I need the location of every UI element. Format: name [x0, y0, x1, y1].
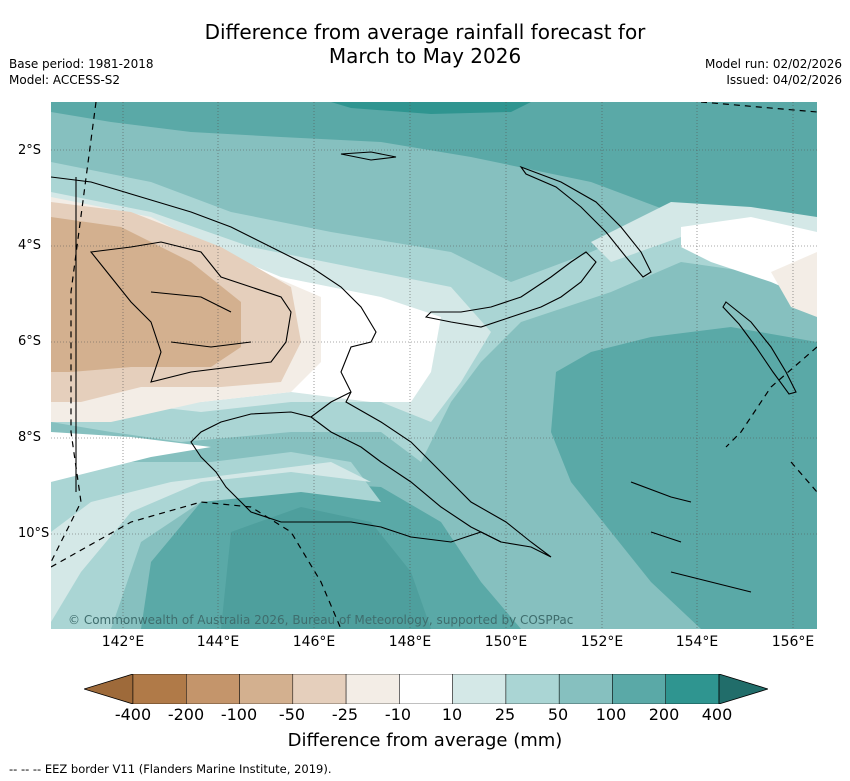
new-guinea-coast	[51, 176, 552, 558]
meta-right: Model run: 02/02/2026 Issued: 04/02/2026	[705, 56, 842, 88]
bougainville	[722, 301, 797, 395]
colorbar	[84, 674, 768, 704]
x-tick-154e: 154°E	[675, 634, 719, 650]
colorbar-segment	[505, 674, 560, 704]
colorbar-extend-low	[84, 674, 134, 704]
cb-label-200: 200	[648, 705, 680, 724]
cb-label-10: 10	[441, 705, 463, 724]
colorbar-extend-high	[718, 674, 768, 704]
band-100-200-north	[51, 102, 817, 272]
colorbar-title: Difference from average (mm)	[287, 730, 563, 751]
x-tick-144e: 144°E	[196, 634, 240, 650]
solomon-islands	[630, 481, 752, 593]
band-200-400-north	[331, 102, 531, 114]
meta-left: Base period: 1981-2018 Model: ACCESS-S2	[9, 56, 154, 88]
province-lines	[89, 241, 292, 383]
band-minus50-100	[51, 217, 241, 372]
coastlines	[51, 151, 797, 593]
title-line-2: March to May 2026	[328, 44, 522, 68]
band-100-200-east	[551, 327, 817, 629]
colorbar-segment	[665, 674, 720, 704]
manus	[340, 151, 397, 161]
papuan-peninsula	[310, 416, 502, 543]
colorbar-segment	[452, 674, 507, 704]
cb-label-neg25: -25	[331, 705, 359, 724]
y-tick-2s: 2°S	[18, 143, 42, 158]
cb-label-25: 25	[494, 705, 516, 724]
cb-label-neg10: -10	[384, 705, 412, 724]
eez-footnote: -- -- -- EEZ border V11 (Flanders Marine…	[9, 762, 332, 776]
gridlines	[51, 102, 817, 629]
y-tick-10s: 10°S	[18, 526, 50, 541]
x-tick-146e: 146°E	[292, 634, 336, 650]
rainfall-map	[51, 102, 817, 629]
y-tick-6s: 6°S	[18, 334, 42, 349]
new-britain	[424, 251, 597, 328]
band-10-25-sw	[51, 462, 371, 622]
band-neutral-sw	[51, 432, 211, 482]
chart-title: Difference from average rainfall forecas…	[0, 20, 850, 68]
x-tick-152e: 152°E	[580, 634, 624, 650]
band-minus10-25-east	[771, 252, 817, 317]
model-run: Model run: 02/02/2026	[704, 57, 842, 71]
colorbar-segment	[558, 674, 613, 704]
cb-label-neg100: -100	[220, 705, 258, 724]
x-tick-148e: 148°E	[388, 634, 432, 650]
x-tick-150e: 150°E	[484, 634, 528, 650]
model-name: Model: ACCESS-S2	[9, 73, 121, 87]
y-tick-8s: 8°S	[18, 430, 42, 445]
colorbar-segment	[399, 674, 453, 704]
cb-label-neg400: -400	[114, 705, 152, 724]
colorbar-segment	[239, 674, 294, 704]
cb-label-50: 50	[547, 705, 569, 724]
colorbar-segment	[186, 674, 240, 704]
new-ireland	[519, 165, 652, 278]
y-tick-4s: 4°S	[18, 238, 42, 253]
cb-label-neg50: -50	[278, 705, 306, 724]
colorbar-segment	[132, 674, 187, 704]
x-tick-142e: 142°E	[101, 634, 145, 650]
eez-borders	[51, 102, 817, 629]
x-tick-156e: 156°E	[771, 634, 815, 650]
title-line-1: Difference from average rainfall forecas…	[204, 20, 646, 44]
cb-label-400: 400	[701, 705, 733, 724]
colorbar-segment	[345, 674, 400, 704]
colorbar-segment	[612, 674, 666, 704]
issued-date: Issued: 04/02/2026	[726, 73, 842, 87]
cb-label-100: 100	[595, 705, 627, 724]
map-credit: © Commonwealth of Australia 2026, Bureau…	[68, 613, 574, 627]
cb-label-neg200: -200	[167, 705, 205, 724]
band-200-400-south	[221, 507, 431, 629]
base-period: Base period: 1981-2018	[9, 57, 154, 71]
colorbar-segment	[292, 674, 347, 704]
